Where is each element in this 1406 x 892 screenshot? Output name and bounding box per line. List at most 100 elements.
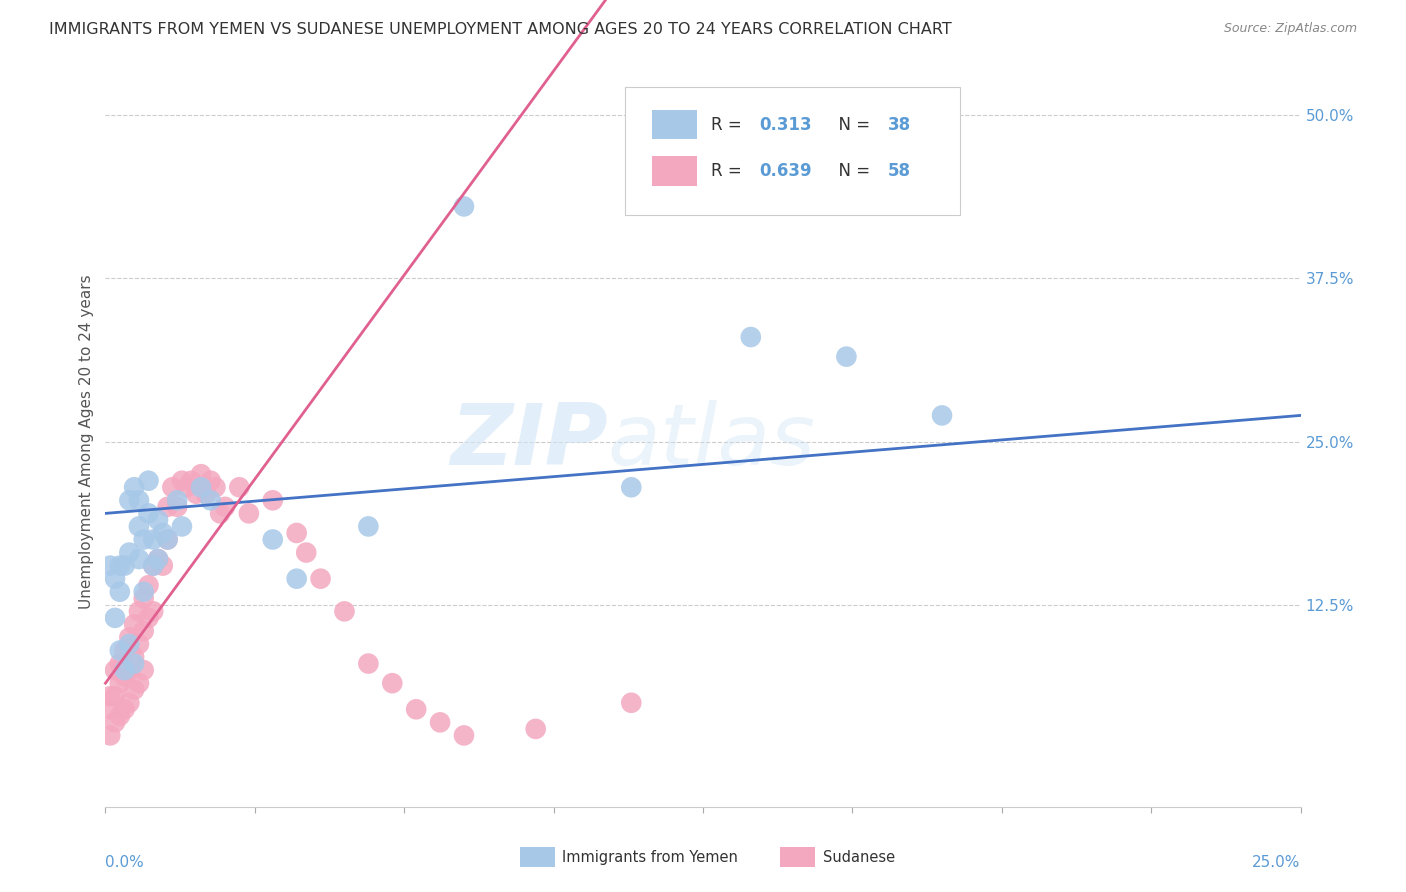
Point	[142, 604, 165, 618]
Point	[162, 480, 184, 494]
Point	[138, 474, 160, 488]
Text: N =: N =	[828, 162, 876, 180]
Point	[740, 330, 762, 344]
Point	[118, 637, 141, 651]
Point	[238, 507, 260, 521]
Point	[104, 715, 127, 730]
Point	[170, 474, 193, 488]
Point	[108, 558, 131, 573]
Point	[108, 708, 131, 723]
Point	[138, 507, 160, 521]
FancyBboxPatch shape	[651, 156, 697, 186]
Point	[132, 663, 155, 677]
Point	[128, 676, 150, 690]
Point	[108, 584, 131, 599]
Point	[128, 637, 150, 651]
Point	[118, 663, 141, 677]
Point	[114, 558, 136, 573]
Point	[142, 533, 165, 547]
Point	[166, 500, 188, 514]
FancyBboxPatch shape	[626, 87, 960, 215]
Text: 25.0%: 25.0%	[1253, 855, 1301, 870]
Point	[132, 533, 155, 547]
Point	[152, 558, 174, 573]
Point	[128, 493, 150, 508]
Point	[209, 507, 232, 521]
Text: 0.0%: 0.0%	[105, 855, 145, 870]
Point	[98, 558, 121, 573]
Point	[128, 604, 150, 618]
Point	[142, 558, 165, 573]
Point	[122, 682, 145, 697]
Point	[453, 728, 475, 742]
Point	[104, 611, 127, 625]
Text: 0.313: 0.313	[759, 116, 811, 134]
Point	[381, 676, 404, 690]
Point	[122, 617, 145, 632]
Y-axis label: Unemployment Among Ages 20 to 24 years: Unemployment Among Ages 20 to 24 years	[79, 274, 94, 609]
Point	[285, 572, 308, 586]
Text: IMMIGRANTS FROM YEMEN VS SUDANESE UNEMPLOYMENT AMONG AGES 20 TO 24 YEARS CORRELA: IMMIGRANTS FROM YEMEN VS SUDANESE UNEMPL…	[49, 22, 952, 37]
Point	[146, 552, 169, 566]
Point	[118, 631, 141, 645]
Point	[98, 728, 121, 742]
Point	[146, 552, 169, 566]
Point	[122, 480, 145, 494]
Point	[429, 715, 451, 730]
Point	[118, 696, 141, 710]
Point	[104, 663, 127, 677]
Point	[128, 552, 150, 566]
Point	[98, 690, 121, 704]
Point	[186, 487, 208, 501]
Point	[620, 696, 643, 710]
Point	[190, 467, 212, 482]
Point	[333, 604, 356, 618]
Point	[166, 493, 188, 508]
Point	[194, 487, 217, 501]
Point	[176, 480, 198, 494]
Point	[132, 624, 155, 638]
Text: Sudanese: Sudanese	[823, 850, 894, 864]
Point	[98, 702, 121, 716]
Point	[214, 500, 236, 514]
Point	[132, 584, 155, 599]
Point	[138, 578, 160, 592]
Point	[200, 474, 222, 488]
Point	[405, 702, 427, 716]
Point	[114, 643, 136, 657]
Point	[931, 409, 953, 423]
Point	[357, 657, 380, 671]
Point	[118, 545, 141, 559]
Point	[122, 650, 145, 665]
Point	[200, 493, 222, 508]
Point	[108, 676, 131, 690]
Text: 38: 38	[889, 116, 911, 134]
Text: Source: ZipAtlas.com: Source: ZipAtlas.com	[1223, 22, 1357, 36]
Text: R =: R =	[711, 162, 748, 180]
Point	[132, 591, 155, 606]
Point	[262, 533, 284, 547]
Point	[309, 572, 332, 586]
Point	[620, 480, 643, 494]
Point	[114, 702, 136, 716]
Point	[114, 663, 136, 677]
Point	[170, 519, 193, 533]
Point	[357, 519, 380, 533]
Point	[152, 526, 174, 541]
Point	[262, 493, 284, 508]
Point	[156, 533, 179, 547]
Point	[104, 690, 127, 704]
Point	[114, 670, 136, 684]
Point	[453, 199, 475, 213]
Point	[108, 657, 131, 671]
Point	[228, 480, 250, 494]
Point	[190, 480, 212, 494]
Point	[108, 643, 131, 657]
Text: atlas: atlas	[607, 400, 815, 483]
Point	[156, 500, 179, 514]
Point	[122, 657, 145, 671]
Point	[295, 545, 318, 559]
Point	[142, 558, 165, 573]
Point	[204, 480, 226, 494]
Text: R =: R =	[711, 116, 748, 134]
